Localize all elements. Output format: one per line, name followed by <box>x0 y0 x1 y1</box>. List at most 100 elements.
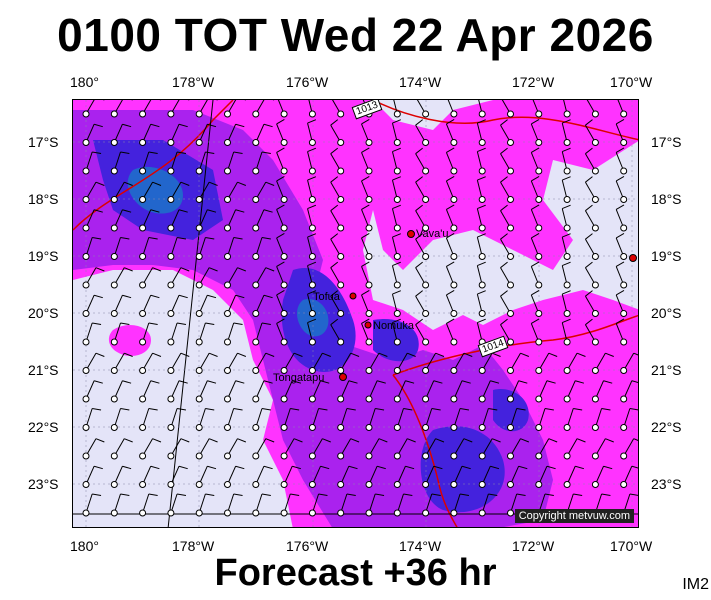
lon-label-174w: 174°W <box>399 74 442 90</box>
wind-barb-feather <box>322 352 331 357</box>
wind-barb-feather <box>361 289 370 296</box>
wind-barb-station <box>478 509 486 517</box>
wind-barb-station <box>563 224 571 232</box>
wind-barb-station <box>591 395 599 403</box>
wind-barb-feather <box>477 290 486 295</box>
wind-barb-station <box>393 110 401 118</box>
wind-barb-station <box>224 509 231 517</box>
wind-barb-feather <box>207 123 217 128</box>
wind-barb-feather <box>500 261 508 269</box>
lat-label-23s-right: 23°S <box>651 476 682 492</box>
wind-barb-station <box>195 281 203 289</box>
wind-barb-station <box>591 338 599 346</box>
wind-barb-station <box>422 196 430 203</box>
wind-barb-feather <box>92 493 102 497</box>
wind-barb-feather <box>459 493 470 497</box>
wind-barb-feather <box>605 438 614 443</box>
wind-barb-station <box>337 167 345 175</box>
wind-barb-feather <box>516 407 526 411</box>
wind-barb-station <box>224 253 231 260</box>
wind-barb-feather <box>261 407 271 411</box>
lon-label-174w-bottom: 174°W <box>399 538 442 554</box>
place-vavau: Vava'u <box>416 228 449 240</box>
wind-barb-station <box>110 281 118 289</box>
wind-barb-feather <box>446 204 455 210</box>
wind-barb-station <box>478 253 486 260</box>
wind-barb-station <box>450 253 458 260</box>
lon-label-180-bottom: 180° <box>70 538 99 554</box>
wind-barb-feather <box>330 233 339 240</box>
wind-barb-station <box>535 167 543 175</box>
wind-barb-feather <box>318 493 328 497</box>
wind-barb-feather <box>562 318 571 324</box>
wind-barb-feather <box>361 318 370 324</box>
wind-barb-station <box>280 338 288 346</box>
wind-barb-station <box>365 281 373 289</box>
wind-barb-station <box>507 395 514 403</box>
wind-barb-feather <box>585 318 593 326</box>
wind-barb-station <box>507 310 514 317</box>
wind-barb-station <box>252 196 260 203</box>
wind-barb-station <box>422 424 430 431</box>
wind-barb-station <box>82 338 90 346</box>
wind-barb-feather <box>292 465 302 470</box>
wind-barb-station <box>224 338 231 346</box>
wind-barb-feather <box>292 380 302 384</box>
image-tag: IM2 <box>682 576 709 593</box>
wind-barb-feather <box>531 318 540 324</box>
wind-barb-feather <box>293 438 303 443</box>
wind-barb-station <box>82 310 90 317</box>
tofua-marker <box>349 292 357 300</box>
wind-barb-feather <box>378 352 388 357</box>
wind-barb-feather <box>361 232 370 239</box>
wind-barb-station <box>252 338 260 346</box>
wind-barb-station <box>478 395 486 403</box>
wind-barb-station <box>507 367 514 374</box>
wind-barb-station <box>507 224 514 232</box>
wind-barb-station <box>224 481 231 488</box>
wind-barb-feather <box>403 493 413 497</box>
wind-barb-station <box>167 139 175 146</box>
wind-barb-station <box>365 167 373 175</box>
nomuka-marker <box>364 321 372 329</box>
wind-barb-feather <box>492 352 501 357</box>
wind-barb-feather <box>615 147 625 153</box>
lat-label-17s: 17°S <box>28 134 59 150</box>
wind-barb-station <box>507 481 514 488</box>
wind-barb-feather <box>446 147 455 153</box>
wind-barb-station <box>450 481 458 488</box>
wind-barb-feather <box>500 147 508 155</box>
wind-barb-feather <box>207 465 217 470</box>
wind-barb-feather <box>152 352 162 357</box>
wind-barb-station <box>365 395 373 403</box>
wind-barb-station <box>422 167 430 175</box>
wind-barb-station <box>365 481 373 488</box>
wind-barb-station <box>337 367 345 374</box>
wind-barb-station <box>195 224 203 232</box>
wind-barb-station <box>591 139 599 146</box>
wind-barb-feather <box>392 204 401 210</box>
wind-barb-station <box>82 110 90 118</box>
wind-barb-feather <box>276 118 285 125</box>
wind-barb-station <box>252 509 260 517</box>
wind-barb-feather <box>307 233 317 238</box>
wind-barb-station <box>337 224 345 232</box>
wind-barb-feather <box>346 407 356 411</box>
wind-barb-station <box>110 509 118 517</box>
wind-barb-station <box>620 424 628 431</box>
lat-label-23s: 23°S <box>28 476 59 492</box>
wind-barb-feather <box>180 438 190 443</box>
wind-barb-feather <box>276 318 285 324</box>
rain-area-light-2 <box>108 325 151 356</box>
wind-barb-feather <box>209 438 218 443</box>
wind-barb-feather <box>322 438 331 443</box>
wind-barb-feather <box>176 407 187 411</box>
wind-barb-feather <box>585 233 593 240</box>
wind-barb-station <box>535 196 543 203</box>
wind-barb-station <box>365 338 373 346</box>
wind-barb-station <box>478 424 486 431</box>
wind-barb-feather <box>120 407 130 411</box>
wind-barb-station <box>422 452 430 460</box>
wind-barb-feather <box>585 261 593 269</box>
wind-barb-station <box>535 395 543 403</box>
